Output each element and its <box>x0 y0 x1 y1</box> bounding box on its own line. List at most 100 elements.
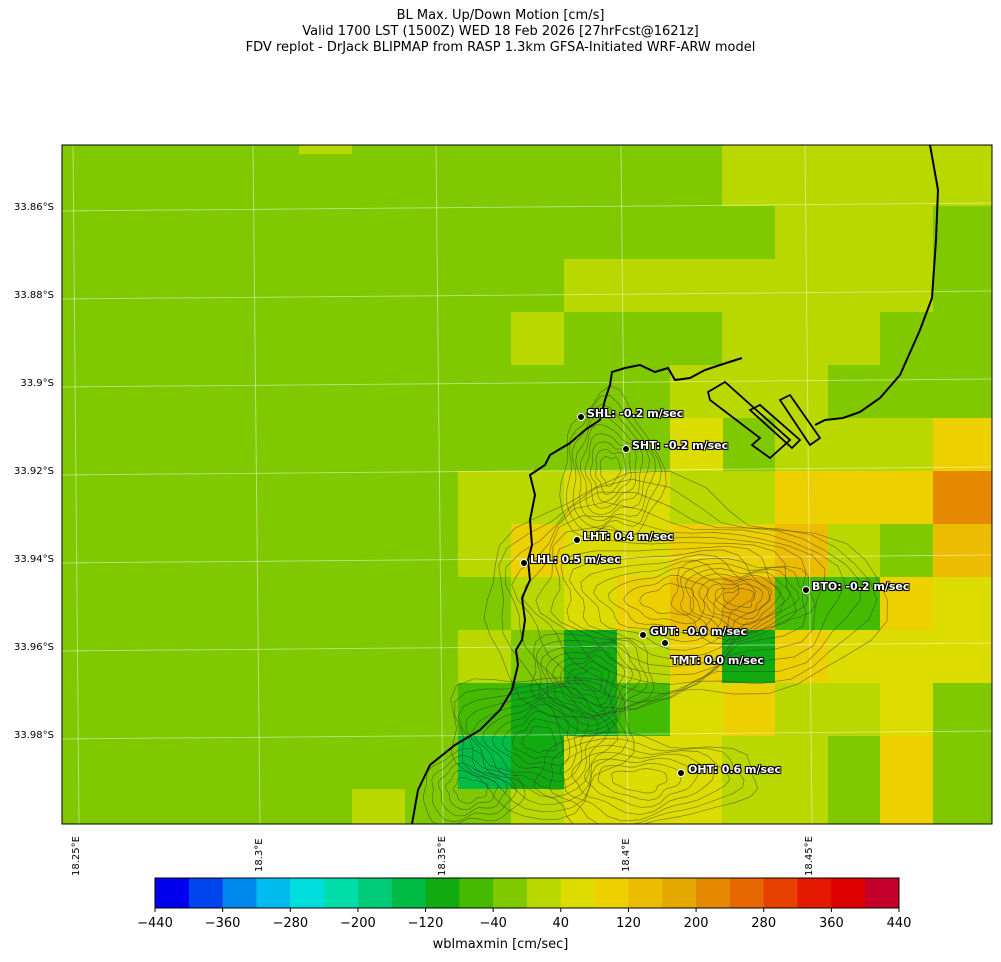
contour-line <box>530 633 655 738</box>
station-markers <box>520 413 810 777</box>
coastline-west <box>411 357 743 824</box>
contour-line <box>546 645 634 720</box>
contour-line <box>512 718 564 759</box>
lat-label: 33.86°S <box>14 202 54 213</box>
contour-line <box>567 661 610 699</box>
contour-line <box>457 682 619 805</box>
station-label-tmt: TMT: 0.0 m/sec <box>671 654 764 667</box>
contour-line <box>422 747 526 824</box>
contour-line <box>571 403 656 528</box>
station-marker <box>639 631 647 639</box>
raster-cell <box>933 736 992 824</box>
colorbar-swatch <box>797 878 832 908</box>
contour-line <box>580 554 757 651</box>
raster-cell <box>933 630 992 683</box>
contour-line <box>579 423 643 515</box>
station-marker <box>802 586 810 594</box>
raster-cell <box>458 524 511 577</box>
contour-line <box>559 744 730 822</box>
colorbar-swatch <box>324 878 359 908</box>
contour-line <box>548 738 745 824</box>
raster-cell <box>511 312 564 365</box>
contour-line <box>523 515 826 695</box>
raster-cell <box>933 145 992 206</box>
harbour-breakwater <box>706 380 792 460</box>
colorbar-swatch <box>222 878 257 908</box>
terrain-contours <box>422 385 888 824</box>
station-label-shl: SHL: -0.2 m/sec <box>587 407 684 420</box>
raster-cell <box>564 789 722 824</box>
raster-cell <box>933 524 992 577</box>
raster-cell <box>617 577 670 630</box>
harbour-mole <box>778 393 822 447</box>
plot-frame <box>61 144 993 825</box>
raster-cell <box>670 683 723 736</box>
colorbar-tick: −280 <box>272 916 309 931</box>
colorbar-swatch <box>459 878 494 908</box>
graticule-lat-line <box>62 202 992 212</box>
contour-line <box>611 768 668 794</box>
contour-line <box>575 414 650 522</box>
station-marker <box>677 769 685 777</box>
station-label-gut: GUT: -0.0 m/sec <box>650 625 747 638</box>
harbour-pier <box>748 403 802 450</box>
colorbar-swatch <box>865 878 900 908</box>
graticule-lon-line <box>72 145 80 824</box>
raster-cell <box>670 630 723 683</box>
graticule-lon-line <box>620 145 629 824</box>
raster-cell <box>880 736 933 824</box>
contour-line <box>584 433 637 509</box>
contour-line <box>691 571 791 631</box>
graticule-lon-line <box>435 145 444 824</box>
raster-cell <box>775 471 933 524</box>
raster-cell <box>775 206 933 259</box>
coastline <box>411 145 940 824</box>
colorbar-swatch <box>594 878 629 908</box>
graticule-lat-line <box>62 378 992 388</box>
graticule-lat-line <box>62 290 992 300</box>
contour-line <box>502 710 571 766</box>
contour-line <box>706 579 772 620</box>
raster-cell <box>775 145 828 206</box>
raster-cell <box>617 683 670 736</box>
raster-cell <box>723 418 775 471</box>
station-label-bto: BTO: -0.2 m/sec <box>812 580 910 593</box>
colorbar-tick: −440 <box>137 916 173 931</box>
colorbar-swatch <box>662 878 697 908</box>
contour-line <box>597 762 682 801</box>
contour-line <box>714 583 763 614</box>
colorbar <box>154 877 900 912</box>
colorbar-swatch <box>290 878 325 908</box>
colorbar-tick: 280 <box>751 916 777 931</box>
raster-cell <box>670 471 775 524</box>
raster-cells <box>299 145 992 824</box>
contour-line <box>574 667 603 693</box>
colorbar-swatch <box>155 878 190 908</box>
raster-cell <box>670 418 723 471</box>
colorbar-swatch <box>188 878 224 908</box>
lat-label: 33.88°S <box>14 290 54 301</box>
contour-line <box>589 441 632 503</box>
contour-line <box>438 762 508 817</box>
map-title-line2: Valid 1700 LST (1500Z) WED 18 Feb 2026 [… <box>302 24 699 39</box>
contour-line <box>521 725 558 753</box>
station-marker <box>573 536 581 544</box>
raster-cell <box>722 312 880 365</box>
raster-cell <box>933 471 992 524</box>
colorbar-swatch <box>527 878 562 908</box>
raster-cell <box>564 736 670 789</box>
colorbar-swatch <box>696 878 731 908</box>
contour-line <box>698 574 782 626</box>
contour-line <box>511 501 846 704</box>
station-marker <box>520 559 528 567</box>
contour-line <box>533 731 758 824</box>
lon-label: 18.3°E <box>254 838 265 872</box>
contour-line <box>504 491 861 710</box>
colorbar-frame <box>154 877 900 909</box>
colorbar-tick: −360 <box>204 916 241 931</box>
contour-line <box>595 448 627 496</box>
raster-cell <box>458 630 511 683</box>
raster-cell <box>511 524 564 577</box>
graticule <box>62 145 992 824</box>
